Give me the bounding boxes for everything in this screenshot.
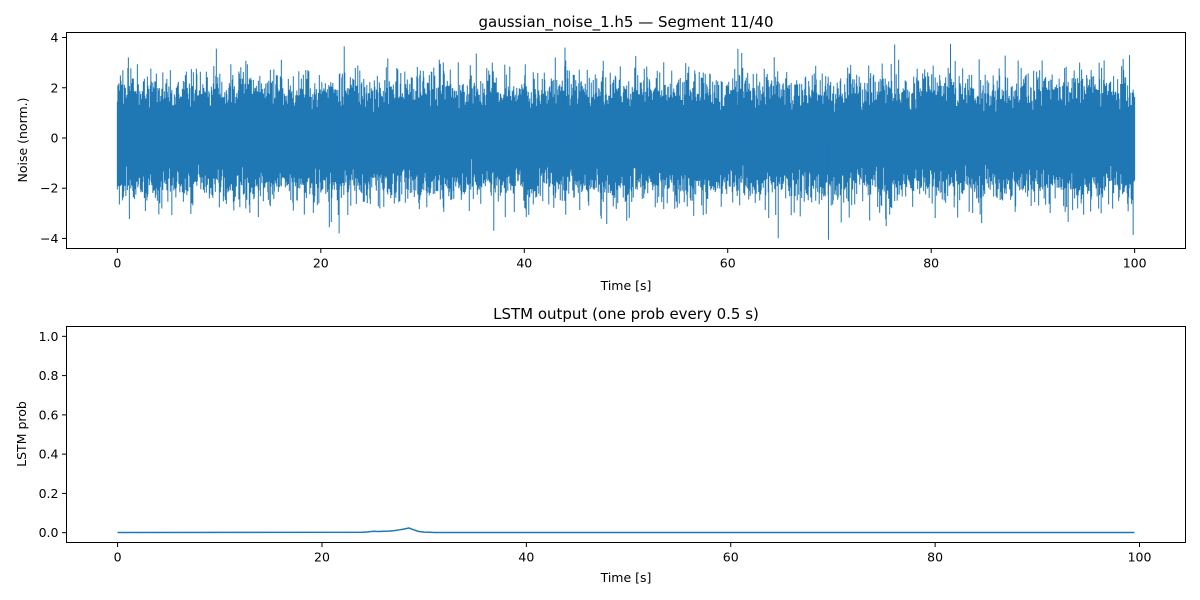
lstm-y-tick-label: 0.2	[39, 486, 59, 501]
lstm-y-tick-label: 0.8	[39, 368, 59, 383]
noise-plot-xlabel: Time [s]	[600, 278, 652, 293]
lstm-x-tick-label: 20	[314, 550, 330, 565]
noise-x-tick-label: 40	[516, 256, 532, 271]
noise-plot-frame	[66, 32, 1186, 249]
lstm-plot: LSTM output (one prob every 0.5 s) 0 20 40…	[14, 305, 1186, 585]
noise-x-tick-label: 100	[1123, 256, 1147, 271]
lstm-x-tick-label: 80	[927, 550, 943, 565]
lstm-y-tick-label: 0.4	[39, 447, 59, 462]
noise-x-tick-label: 20	[313, 256, 329, 271]
lstm-plot-ticks: 0 20 40 60 80 100 0.0 0.2 0.4 0.6 0.8 1.0	[39, 329, 1152, 565]
lstm-plot-xlabel: Time [s]	[600, 570, 652, 585]
noise-plot-ylabel: Noise (norm.)	[15, 97, 30, 182]
lstm-y-tick-label: 0.0	[39, 525, 59, 540]
lstm-x-tick-label: 40	[518, 550, 534, 565]
noise-y-tick-label: 4	[51, 30, 59, 45]
lstm-plot-ylabel: LSTM prob	[14, 401, 29, 467]
lstm-x-tick-label: 60	[723, 550, 739, 565]
lstm-plot-frame	[66, 326, 1186, 543]
noise-plot: gaussian_noise_1.h5 — Segment 11/40 0 20 4…	[15, 13, 1186, 293]
lstm-x-tick-label: 0	[114, 550, 122, 565]
noise-y-tick-label: −2	[40, 181, 58, 196]
noise-x-tick-label: 80	[923, 256, 939, 271]
lstm-y-tick-label: 1.0	[39, 329, 59, 344]
noise-x-tick-label: 0	[113, 256, 121, 271]
noise-y-tick-label: 0	[51, 130, 59, 145]
lstm-x-tick-label: 100	[1128, 550, 1152, 565]
lstm-series-group	[117, 527, 1135, 534]
noise-series-line	[116, 44, 1136, 239]
noise-plot-title: gaussian_noise_1.h5 — Segment 11/40	[478, 13, 773, 32]
noise-y-tick-label: −4	[40, 231, 58, 246]
lstm-y-tick-label: 0.6	[39, 407, 59, 422]
noise-plot-ticks: 0 20 40 60 80 100 −4 −2 0 2 4	[40, 30, 1147, 270]
noise-series-group	[116, 43, 1136, 240]
noise-x-tick-label: 60	[720, 256, 736, 271]
noise-y-tick-label: 2	[51, 80, 59, 95]
lstm-plot-title: LSTM output (one prob every 0.5 s)	[493, 305, 759, 323]
lstm-series-line	[117, 527, 1135, 534]
